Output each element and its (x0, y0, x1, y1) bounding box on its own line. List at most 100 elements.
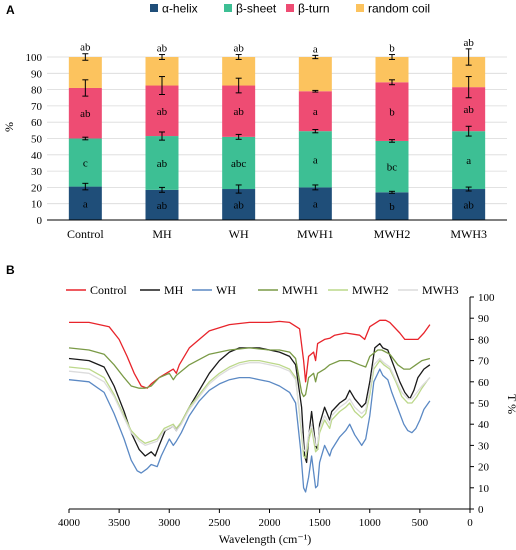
bar-WH-series-1 (222, 136, 256, 190)
panel-a-x-tick-label: Control (67, 227, 104, 241)
spectrum-line-MWH1 (68, 347, 431, 398)
panel-b-x-tick-label: 4000 (58, 517, 81, 529)
panel-a-y-tick-label: 20 (31, 182, 43, 194)
legend-swatch (150, 4, 158, 12)
panel-a-y-tick-label: 40 (31, 150, 43, 162)
significance-letter: bc (387, 162, 398, 174)
bar-MWH2-series-1 (375, 140, 409, 193)
panel-b-x-tick-label: 2000 (259, 517, 282, 529)
bar-MH-series-1 (145, 136, 179, 190)
significance-letter: b (389, 43, 395, 55)
panel-b-y-tick-label: 80 (478, 334, 490, 346)
panel-a-legend: α-helix β-sheet β-turn random coil (150, 2, 430, 16)
legend-label: β-sheet (236, 2, 277, 16)
panel-b-y-tick-labels: 0 10 20 30 40 50 60 70 80 90 100 (470, 292, 495, 516)
bar-MWH1-series-2 (298, 91, 332, 132)
panel-b-x-tick-label: 1000 (359, 517, 382, 529)
significance-letter: a (313, 106, 318, 118)
spectrum-line-Control (69, 319, 431, 389)
panel-b-y-tick-label: 10 (478, 483, 490, 495)
panel-b-x-tick-label: 3000 (158, 517, 181, 529)
significance-letter: a (313, 199, 318, 211)
legend-label: MWH3 (422, 283, 459, 297)
panel-b-y-axis-label: T % (505, 394, 516, 414)
panel-a-gridlines (47, 56, 507, 205)
bar-MWH1-series-3 (298, 57, 332, 92)
panel-a-y-tick-label: 50 (31, 134, 43, 146)
panel-a-x-tick-labels: Control MH WH MWH1 MWH2 MWH3 (67, 227, 487, 241)
bar-MWH3-series-0 (452, 189, 486, 220)
panel-b-y-tick-label: 50 (478, 398, 490, 410)
panel-a-y-tick-label: 80 (31, 85, 43, 97)
panel-b-x-tick-label: 2500 (208, 517, 231, 529)
panel-b-x-tick-label: 3500 (108, 517, 131, 529)
significance-letter: a (313, 43, 318, 55)
significance-letter: b (389, 107, 395, 119)
bar-MWH1-series-1 (298, 131, 332, 188)
panel-a-y-tick-label: 10 (31, 199, 43, 211)
panel-b-y-tick-label: 40 (478, 419, 490, 431)
bar-Control-series-0 (68, 186, 102, 220)
panel-b-y-tick-label: 60 (478, 377, 490, 389)
bar-MWH2-series-2 (375, 82, 409, 141)
panel-a-y-tick-label: 100 (26, 52, 43, 64)
significance-letter: ab (233, 43, 244, 55)
spectrum-line-MWH3 (68, 357, 431, 453)
panel-a-y-tick-label: 70 (31, 101, 43, 113)
panel-a-x-tick-label: WH (229, 227, 249, 241)
significance-letter: c (83, 158, 88, 170)
bar-MWH2-series-0 (375, 192, 409, 220)
significance-letter: ab (157, 158, 168, 170)
panel-b-x-tick-labels: 4000 3500 3000 2500 2000 1500 1000 500 0 (58, 509, 473, 529)
spectrum-line-MWH2 (68, 359, 431, 459)
significance-letter: ab (157, 200, 168, 212)
panel-b-y-tick-label: 0 (478, 504, 484, 516)
legend-label: MWH1 (282, 283, 319, 297)
panel-a-x-tick-label: MH (152, 227, 172, 241)
bar-WH-series-2 (222, 85, 256, 137)
bar-MWH2-series-3 (375, 57, 409, 83)
panel-a-y-tick-label: 30 (31, 166, 43, 178)
spectrum-line-MH (68, 342, 431, 464)
bar-MH-series-0 (145, 189, 179, 220)
significance-letter: ab (80, 108, 91, 120)
significance-letter: a (466, 155, 471, 167)
significance-letter: a (313, 154, 318, 166)
panel-b-y-tick-label: 100 (478, 292, 495, 304)
significance-letter: ab (157, 43, 168, 55)
panel-b-y-tick-label: 30 (478, 440, 490, 452)
significance-letter: ab (157, 106, 168, 118)
bar-WH-series-0 (222, 189, 256, 220)
panel-a-y-tick-label: 60 (31, 117, 43, 129)
panel-b-x-axis-label: Wavelength (cm⁻¹) (219, 532, 312, 546)
significance-letter: ab (233, 200, 244, 212)
panel-a-bars (68, 57, 486, 220)
panel-b-y-tick-label: 20 (478, 462, 490, 474)
panel-b-x-tick-label: 1500 (309, 517, 332, 529)
panel-a-x-tick-label: MWH3 (450, 227, 487, 241)
bar-Control-series-1 (68, 138, 102, 187)
panel-a-error-bars (82, 48, 472, 194)
bar-MWH3-series-1 (452, 131, 486, 190)
legend-swatch (286, 4, 294, 12)
significance-letter: ab (233, 106, 244, 118)
legend-label: Control (90, 283, 127, 297)
legend-swatch (356, 4, 364, 12)
legend-label: β-turn (298, 2, 330, 16)
panel-b-x-tick-label: 0 (467, 517, 473, 529)
legend-swatch (224, 4, 232, 12)
panel-a-y-axis-label: % (2, 122, 16, 132)
panel-b-y-tick-label: 70 (478, 356, 490, 368)
panel-a-y-tick-label: 90 (31, 68, 43, 80)
significance-letter: ab (463, 200, 474, 212)
legend-label: WH (216, 283, 236, 297)
panel-a-y-tick-label: 0 (37, 215, 43, 227)
panel-b-ftir-line-chart: B Control MH WH MWH1 MWH2 MWH3 4000 3500 3000 25… (6, 263, 516, 546)
legend-label: α-helix (162, 2, 198, 16)
bar-MWH1-series-0 (298, 187, 332, 220)
panel-a-x-tick-label: MWH2 (374, 227, 411, 241)
panel-b-spectra (68, 319, 431, 493)
significance-letter: abc (231, 158, 246, 170)
